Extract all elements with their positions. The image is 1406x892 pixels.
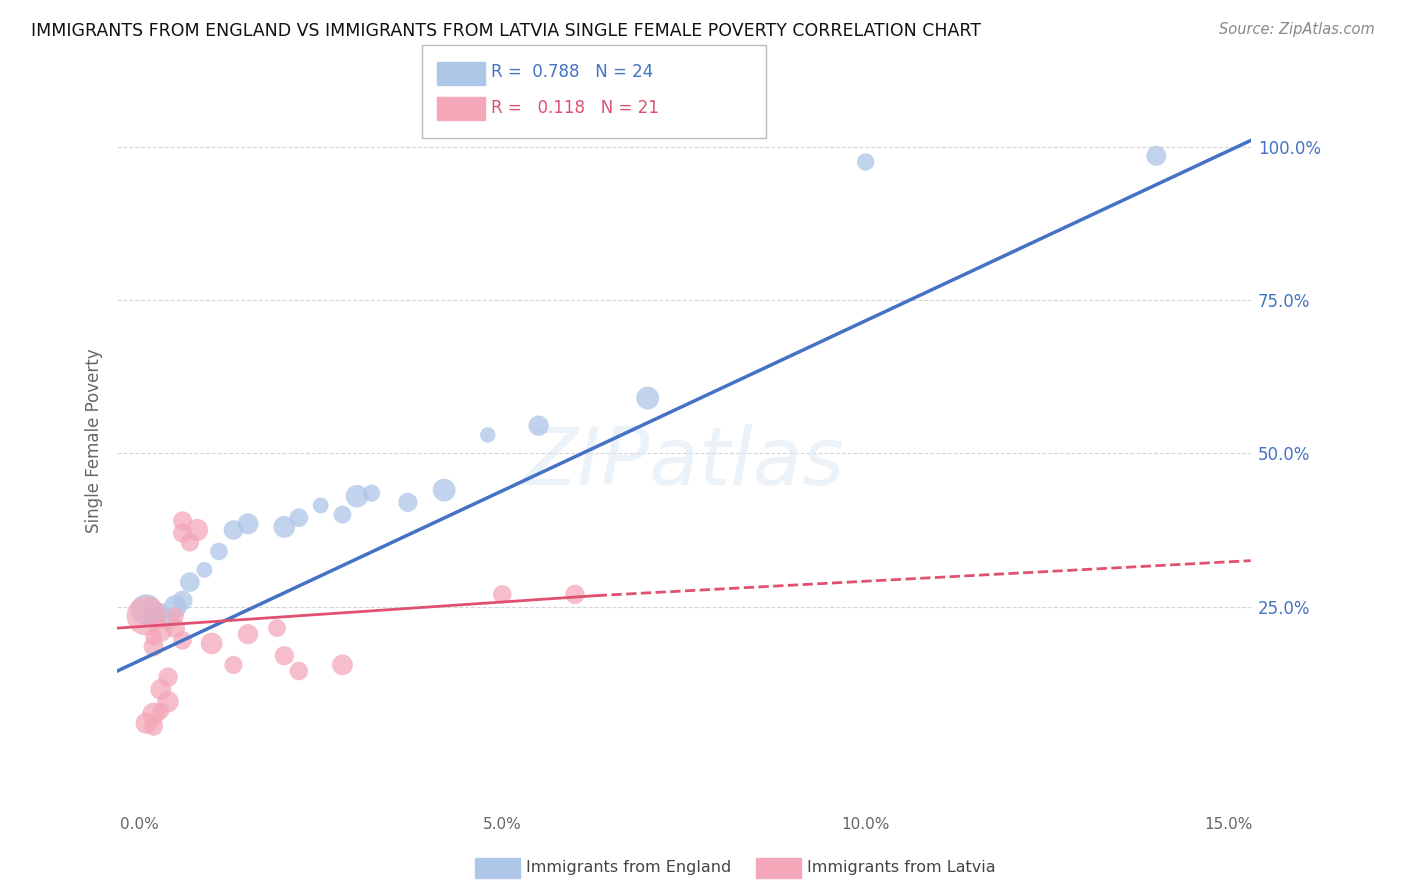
Point (564, 587, 586, 601)
Point (236, 516, 259, 531)
Point (157, 612, 180, 626)
Point (346, 489, 368, 503)
Point (433, 483, 456, 497)
Point (222, 657, 245, 672)
Point (186, 523, 208, 537)
Point (396, 495, 419, 509)
Point (157, 695, 180, 709)
Point (142, 608, 165, 623)
Point (165, 608, 187, 623)
Point (637, 391, 659, 405)
Text: IMMIGRANTS FROM ENGLAND VS IMMIGRANTS FROM LATVIA SINGLE FEMALE POVERTY CORRELAT: IMMIGRANTS FROM ENGLAND VS IMMIGRANTS FR… (31, 22, 981, 40)
Point (332, 657, 354, 672)
Text: Source: ZipAtlas.com: Source: ZipAtlas.com (1219, 22, 1375, 37)
Text: R =   0.118   N = 21: R = 0.118 N = 21 (491, 99, 658, 117)
Point (165, 599, 187, 614)
Point (142, 640, 165, 654)
Point (149, 624, 172, 639)
Point (179, 535, 201, 549)
Point (135, 603, 157, 617)
Point (236, 627, 259, 641)
Point (477, 428, 499, 442)
Point (172, 514, 194, 528)
Point (309, 499, 332, 513)
Point (135, 716, 157, 731)
Point (193, 563, 215, 577)
Point (360, 486, 382, 500)
Point (172, 526, 194, 541)
Point (332, 508, 354, 522)
Point (135, 608, 157, 623)
Point (157, 670, 180, 684)
Point (201, 636, 224, 650)
Point (273, 648, 295, 663)
Point (149, 704, 172, 718)
Text: R =  0.788   N = 24: R = 0.788 N = 24 (491, 63, 652, 81)
Point (266, 621, 288, 635)
Point (222, 523, 245, 537)
Point (288, 510, 311, 524)
Y-axis label: Single Female Poverty: Single Female Poverty (86, 349, 103, 533)
Point (172, 633, 194, 648)
Point (855, 155, 877, 169)
Point (288, 664, 311, 678)
Point (1144, 149, 1167, 163)
Point (142, 719, 165, 733)
Point (149, 606, 172, 620)
Point (208, 544, 231, 558)
Point (142, 630, 165, 644)
Point (142, 706, 165, 721)
Point (172, 593, 194, 607)
Point (491, 587, 513, 601)
Text: Immigrants from Latvia: Immigrants from Latvia (807, 861, 995, 875)
Text: ZIPatlas: ZIPatlas (523, 424, 845, 502)
Point (273, 520, 295, 534)
Text: Immigrants from England: Immigrants from England (526, 861, 731, 875)
Point (179, 575, 201, 590)
Point (165, 621, 187, 635)
Point (527, 418, 550, 433)
Point (149, 682, 172, 697)
